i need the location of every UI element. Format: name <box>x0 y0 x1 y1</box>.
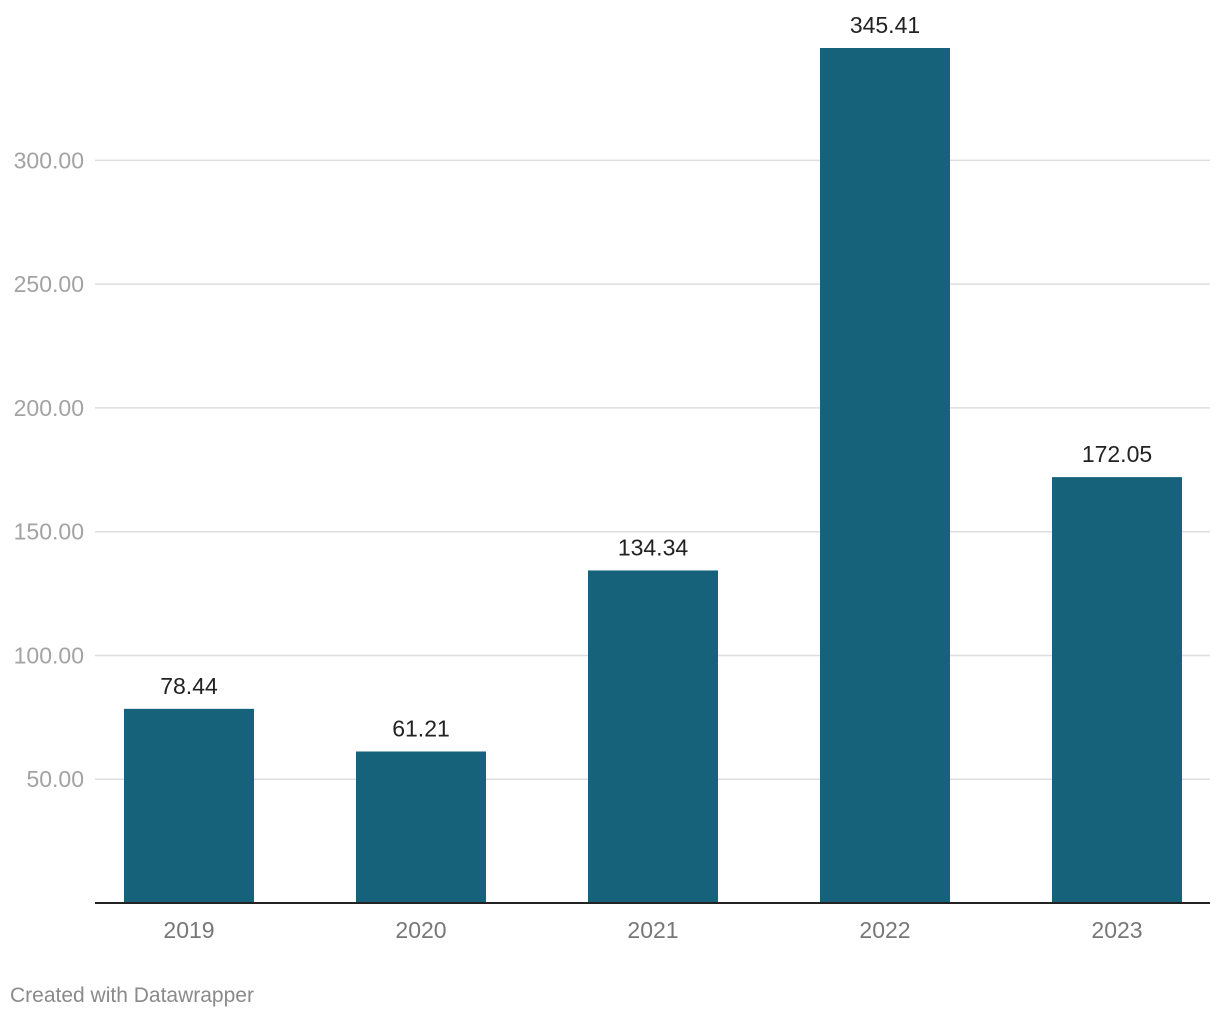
value-label-2020: 61.21 <box>392 715 450 741</box>
x-axis-tick-labels: 2019 2020 2021 2022 2023 <box>163 917 1142 943</box>
y-tick-label: 50.00 <box>26 766 84 792</box>
bars <box>124 48 1182 903</box>
datawrapper-credit: Created with Datawrapper <box>10 984 254 1007</box>
gridlines <box>95 159 1210 780</box>
value-label-2023: 172.05 <box>1082 441 1152 467</box>
bar-2021 <box>588 570 718 903</box>
bar-value-labels: 78.44 61.21 134.34 345.41 172.05 <box>160 12 1152 741</box>
x-tick-label-2022: 2022 <box>859 917 910 943</box>
bar-2022 <box>820 48 950 903</box>
x-tick-label-2020: 2020 <box>395 917 446 943</box>
bar-2019 <box>124 708 254 903</box>
y-tick-label: 100.00 <box>14 642 84 668</box>
y-tick-label: 300.00 <box>14 147 84 173</box>
value-label-2021: 134.34 <box>618 534 689 560</box>
value-label-2019: 78.44 <box>160 673 218 699</box>
y-tick-label: 250.00 <box>14 271 84 297</box>
y-tick-label: 150.00 <box>14 519 84 545</box>
y-tick-label: 200.00 <box>14 395 84 421</box>
value-label-2022: 345.41 <box>850 12 920 38</box>
x-tick-label-2023: 2023 <box>1091 917 1142 943</box>
bar-2020 <box>356 751 486 903</box>
bar-2023 <box>1052 477 1182 903</box>
y-axis-tick-labels: 50.00 100.00 150.00 200.00 250.00 300.00 <box>14 147 84 792</box>
x-tick-label-2021: 2021 <box>627 917 678 943</box>
x-tick-label-2019: 2019 <box>163 917 214 943</box>
